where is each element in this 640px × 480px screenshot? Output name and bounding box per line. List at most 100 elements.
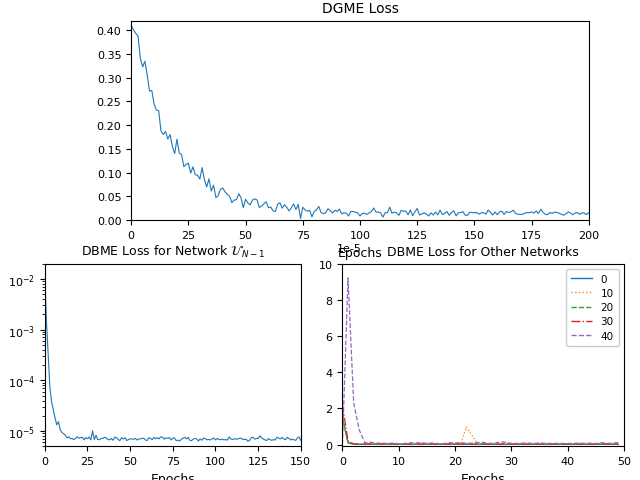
40 <box>580 440 588 446</box>
20 <box>575 442 583 447</box>
10 <box>435 441 442 447</box>
10 <box>570 441 577 447</box>
20 <box>383 441 391 447</box>
0 <box>355 442 363 447</box>
30 <box>598 441 605 446</box>
20 <box>513 441 521 447</box>
10 <box>592 441 600 447</box>
0 <box>604 442 611 447</box>
20 <box>547 442 555 447</box>
20 <box>367 442 374 447</box>
20 <box>609 442 616 447</box>
20 <box>592 442 600 447</box>
30 <box>564 441 572 447</box>
40 <box>361 440 369 446</box>
30 <box>586 442 594 447</box>
40 <box>423 441 431 446</box>
X-axis label: Epochs: Epochs <box>338 246 382 259</box>
30 <box>463 442 470 447</box>
10 <box>350 441 358 447</box>
20 <box>586 442 594 447</box>
20 <box>389 441 397 447</box>
10 <box>580 442 588 447</box>
0 <box>367 442 374 447</box>
20 <box>496 442 504 447</box>
30 <box>530 441 538 447</box>
10 <box>513 441 521 447</box>
30 <box>614 442 622 447</box>
30 <box>423 441 431 447</box>
20 <box>598 442 605 447</box>
30 <box>575 441 583 447</box>
0 <box>570 442 577 447</box>
10 <box>395 442 403 447</box>
10 <box>598 442 605 447</box>
40 <box>508 441 515 446</box>
40 <box>435 441 442 446</box>
Line: 40: 40 <box>342 278 618 444</box>
40 <box>547 441 555 446</box>
30 <box>412 442 419 447</box>
20 <box>372 442 380 447</box>
Title: DBME Loss for Network $\mathcal{U}_{N-1}$: DBME Loss for Network $\mathcal{U}_{N-1}… <box>81 244 265 260</box>
0 <box>552 442 560 447</box>
20 <box>463 441 470 446</box>
10 <box>468 432 476 438</box>
20 <box>339 414 346 420</box>
0 <box>592 442 600 447</box>
30 <box>468 442 476 447</box>
0 <box>395 442 403 447</box>
10 <box>355 442 363 447</box>
20 <box>406 441 414 447</box>
Legend: 0, 10, 20, 30, 40: 0, 10, 20, 30, 40 <box>566 269 619 346</box>
0 <box>468 442 476 447</box>
40 <box>367 439 374 445</box>
20 <box>519 441 527 447</box>
40 <box>570 441 577 446</box>
0 <box>564 442 572 447</box>
0 <box>547 442 555 447</box>
10 <box>457 441 465 447</box>
0 <box>479 442 487 447</box>
10 <box>541 442 549 447</box>
20 <box>451 441 459 447</box>
20 <box>435 441 442 447</box>
30 <box>378 441 386 447</box>
30 <box>451 441 459 447</box>
10 <box>367 441 374 447</box>
Line: 20: 20 <box>342 417 618 444</box>
0 <box>429 442 436 447</box>
10 <box>508 441 515 447</box>
0 <box>513 442 521 447</box>
30 <box>350 441 358 447</box>
20 <box>552 442 560 447</box>
20 <box>479 441 487 447</box>
40 <box>530 441 538 446</box>
40 <box>383 441 391 446</box>
30 <box>496 442 504 447</box>
10 <box>604 442 611 447</box>
30 <box>417 441 425 447</box>
40 <box>524 440 532 446</box>
20 <box>614 441 622 447</box>
10 <box>479 441 487 447</box>
0 <box>491 442 499 447</box>
30 <box>440 441 447 447</box>
30 <box>536 441 543 447</box>
40 <box>502 440 509 445</box>
30 <box>383 441 391 447</box>
40 <box>598 440 605 445</box>
30 <box>609 441 616 447</box>
40 <box>536 440 543 446</box>
40 <box>355 427 363 433</box>
20 <box>417 442 425 447</box>
30 <box>491 441 499 447</box>
20 <box>361 441 369 447</box>
30 <box>604 441 611 447</box>
0 <box>378 442 386 447</box>
0 <box>485 442 493 447</box>
20 <box>474 441 481 447</box>
30 <box>524 441 532 447</box>
10 <box>383 442 391 447</box>
10 <box>524 441 532 447</box>
